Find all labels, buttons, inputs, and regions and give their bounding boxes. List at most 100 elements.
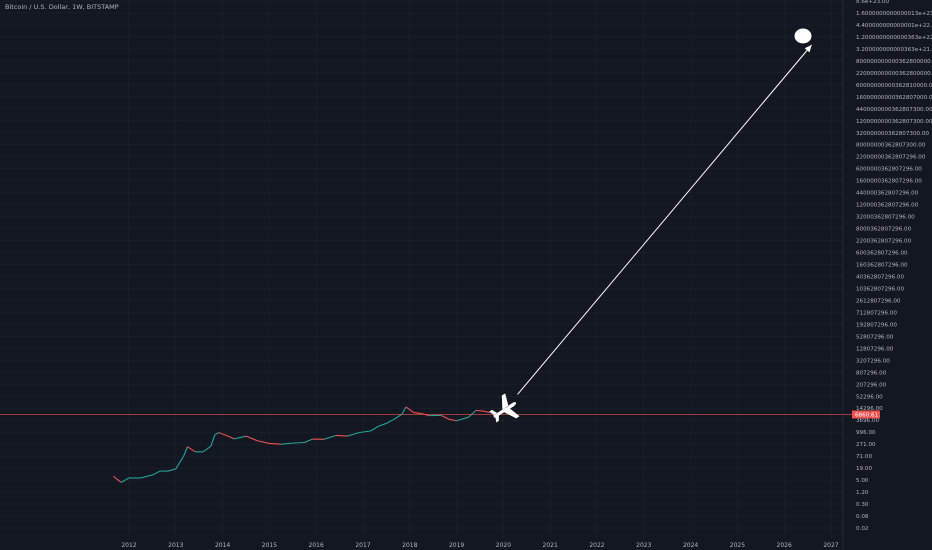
price-segment: [226, 434, 235, 440]
y-tick-label: 1600000362807296.00: [856, 179, 922, 185]
y-tick-label: 4.400000000000001e+22.00: [856, 23, 932, 29]
price-segment: [335, 434, 348, 437]
price-segment: [347, 432, 360, 437]
x-tick-label: 2017: [355, 542, 370, 549]
y-tick-label: 1.2000000000000363e+22.00: [856, 35, 932, 41]
y-tick-label: 52807296.00: [856, 334, 894, 340]
y-tick-label: 3207296.00: [856, 358, 890, 364]
x-tick-label: 2023: [636, 542, 651, 549]
y-tick-label: 0.30: [856, 502, 869, 508]
y-tick-label: 10362807296.00: [856, 286, 904, 292]
price-segment: [483, 410, 492, 414]
price-segment: [152, 470, 161, 476]
chart-grid: [0, 0, 842, 538]
y-tick-label: 220000000000362800000.00: [856, 71, 932, 77]
price-segment: [113, 475, 122, 483]
price-segment: [304, 438, 313, 444]
x-tick-label: 2021: [543, 542, 558, 549]
current-price-tag: 6860.61: [852, 410, 880, 419]
target-ellipse-icon[interactable]: [794, 28, 812, 44]
projection-arrow-head: [804, 45, 812, 53]
y-tick-label: 2612807296.00: [856, 298, 901, 304]
y-tick-label: 1200000000362807300.00: [856, 119, 932, 125]
x-tick-label: 2012: [121, 542, 136, 549]
y-tick-label: 120000362807296.00: [856, 203, 919, 209]
y-tick-label: 0.08: [856, 514, 869, 520]
price-segment: [281, 442, 293, 445]
price-segment: [120, 477, 130, 483]
y-tick-label: 2200362807296.00: [856, 239, 912, 245]
y-tick-label: 3.200000000000363e+21.00: [856, 47, 932, 53]
x-tick-label: 2016: [309, 542, 324, 549]
price-segment: [467, 409, 477, 418]
price-segment: [393, 413, 403, 420]
x-tick-label: 2026: [777, 542, 792, 549]
y-tick-label: 1.6000000000000013e+23.00: [856, 11, 932, 17]
y-tick-label: 32000362807296.00: [856, 215, 915, 221]
y-tick-label: 60000000000362810000.00: [856, 83, 932, 89]
price-segment: [378, 422, 387, 427]
price-segment: [218, 432, 227, 436]
price-segment: [413, 411, 422, 415]
price-segment: [167, 468, 176, 472]
y-tick-label: 320000000362807300.00: [856, 131, 929, 137]
price-segment: [323, 434, 336, 440]
y-tick-label: 16000000000362807000.00: [856, 95, 932, 101]
time-axis[interactable]: 2012 2013 2014 2015 2016 2017 2018 2019 2020 2021…: [121, 542, 838, 549]
y-tick-label: 3696.00: [856, 418, 880, 424]
price-segment: [440, 414, 450, 420]
price-segment: [292, 441, 305, 444]
y-tick-label: 440000362807296.00: [856, 191, 919, 197]
price-segment: [401, 406, 407, 415]
y-tick-label: 71.00: [856, 454, 872, 460]
y-tick-label: 6000000362807296.00: [856, 167, 922, 173]
price-segment: [405, 406, 415, 413]
price-segment: [476, 409, 484, 412]
projection-arrow[interactable]: [517, 44, 812, 395]
price-segment: [448, 418, 457, 422]
price-segment: [187, 446, 196, 453]
price-segment: [245, 435, 258, 442]
y-tick-label: 600362807296.00: [856, 251, 908, 257]
x-tick-label: 2015: [262, 542, 277, 549]
airplane-icon[interactable]: [486, 391, 523, 428]
price-segment: [257, 440, 270, 444]
y-tick-label: 4400000000362807300.00: [856, 107, 932, 113]
y-tick-label: 712807296.00: [856, 310, 897, 316]
y-tick-label: 5.00: [856, 478, 869, 484]
price-segment: [359, 430, 371, 434]
y-tick-label: 12807296.00: [856, 346, 894, 352]
price-segment: [140, 474, 153, 479]
x-tick-label: 2013: [168, 542, 183, 549]
y-tick-label: 80000000362807300.00: [856, 143, 926, 149]
y-tick-label: 8000362807296.00: [856, 227, 912, 233]
price-segment: [234, 435, 247, 440]
y-tick-label: 271.00: [856, 442, 876, 448]
price-segment: [386, 418, 395, 424]
y-tick-label: 0.02: [856, 526, 868, 532]
x-tick-label: 2019: [449, 542, 464, 549]
y-tick-label: 19.00: [856, 466, 872, 472]
chart-title: Bitcoin / U.S. Dollar, 1W, BITSTAMP: [5, 3, 119, 11]
x-tick-label: 2018: [402, 542, 417, 549]
y-tick-label: 14296.00: [856, 406, 883, 412]
y-tick-label: 207296.00: [856, 382, 887, 388]
y-tick-label: 800000000000362800000.00: [856, 59, 932, 65]
x-tick-label: 2022: [589, 542, 604, 549]
x-tick-label: 2014: [215, 542, 230, 549]
current-price-label: 6860.61: [855, 412, 879, 418]
price-segment: [269, 442, 282, 445]
y-tick-label: 8.6e+23.00: [856, 0, 889, 5]
price-series: [113, 406, 500, 483]
price-segment: [183, 446, 189, 457]
price-axis[interactable]: 8.6e+23.00 1.6000000000000013e+23.00 4.400…: [842, 0, 932, 550]
price-segment: [456, 416, 469, 422]
price-segment: [210, 434, 216, 447]
price-segment: [370, 425, 379, 432]
price-segment: [214, 432, 219, 436]
x-tick-label: 2025: [730, 542, 745, 549]
price-segment: [202, 445, 212, 453]
x-tick-label: 2024: [683, 542, 698, 549]
